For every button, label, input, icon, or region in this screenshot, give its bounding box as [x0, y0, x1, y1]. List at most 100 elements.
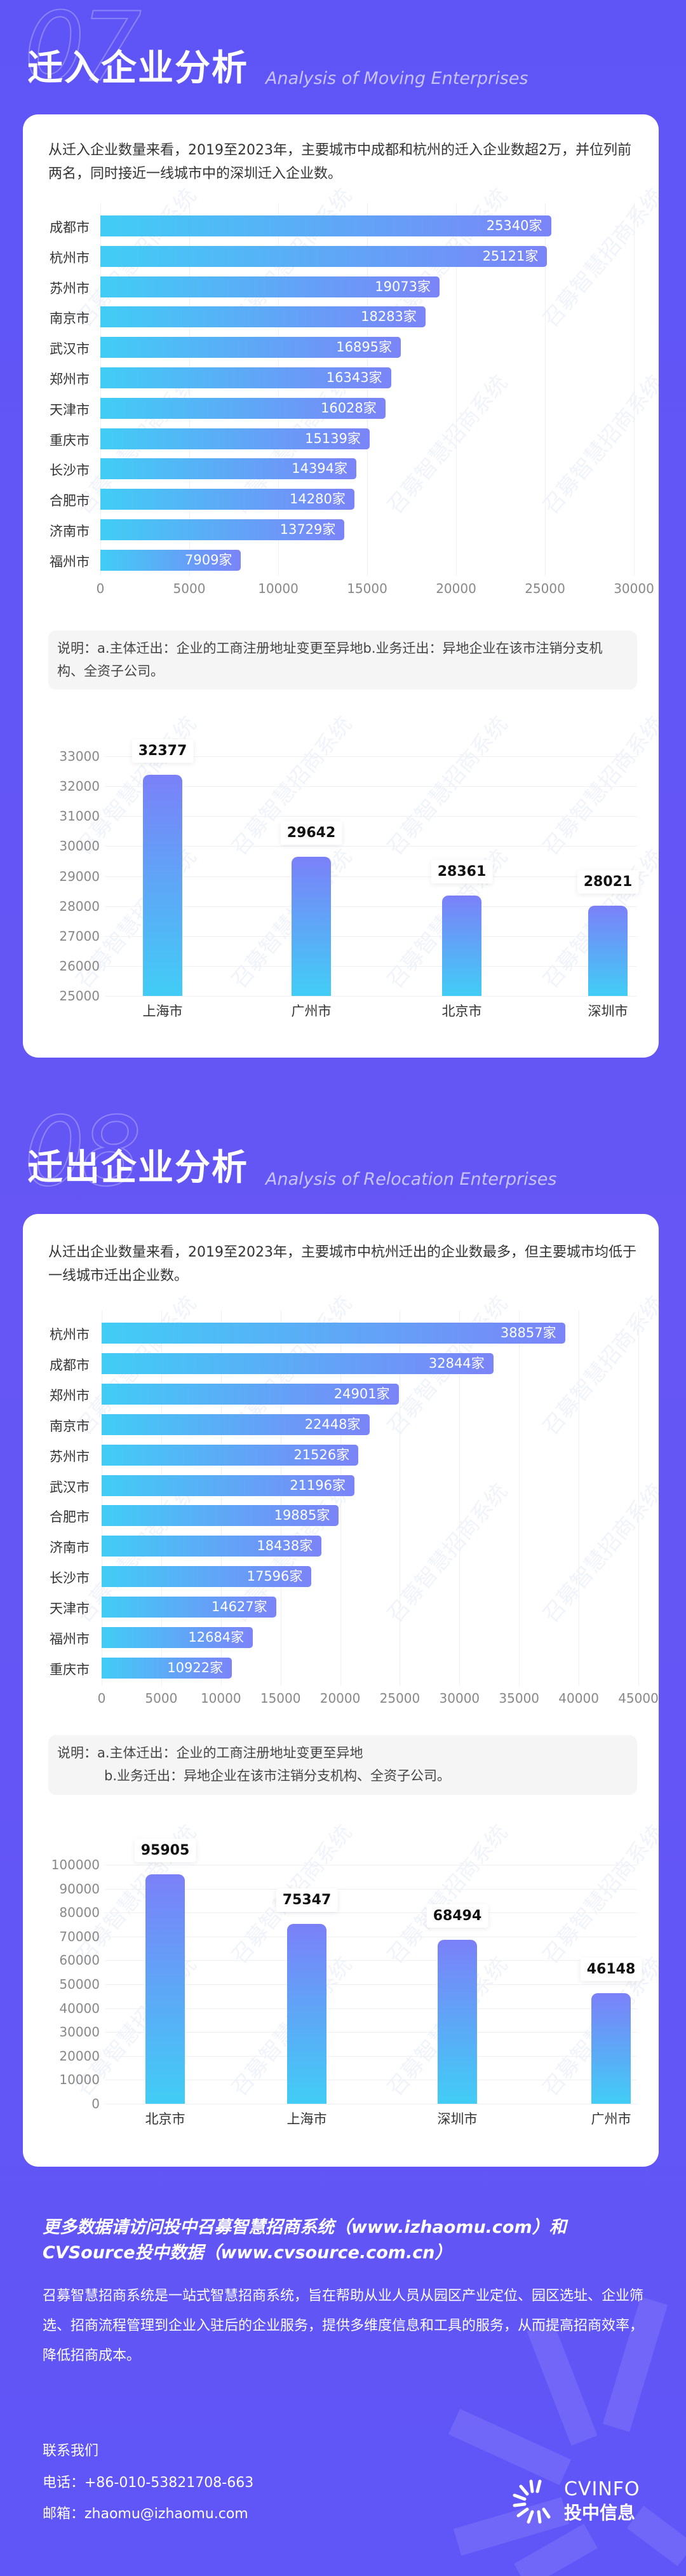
bar: 18438家	[102, 1536, 322, 1557]
bar: 14280家	[100, 489, 354, 510]
footer-headline: 更多数据请访问投中召募智慧招商系统（www.izhaomu.com）和 CVSo…	[43, 2215, 652, 2266]
category-label: 苏州市	[50, 1448, 90, 1464]
watermark-text: 召募智慧招商系统	[537, 370, 659, 519]
category-label: 郑州市	[50, 372, 90, 387]
section-number: 08	[24, 1097, 142, 1208]
gridline	[519, 1311, 520, 1686]
gridline	[105, 816, 637, 817]
bar-value-label: 68494	[426, 1904, 488, 1928]
category-label: 济南市	[50, 524, 90, 539]
x-tick-label: 10000	[258, 581, 299, 596]
gridline	[105, 906, 637, 907]
category-label: 苏州市	[50, 280, 90, 296]
section-number: 07	[24, 0, 142, 103]
bar-value-label: 19073家	[375, 278, 431, 294]
category-label: 杭州市	[50, 1327, 90, 1342]
watermark-text: 召募智慧招商系统	[537, 183, 659, 332]
summary-paragraph: 从迁出企业数量来看，2019至2023年，主要城市中杭州迁出的企业数最多，但主要…	[48, 1244, 636, 1284]
gridline	[105, 2055, 637, 2057]
x-tick-label: 20000	[436, 581, 476, 596]
logo-watermark-icon	[448, 2296, 686, 2576]
bar: 14627家	[102, 1597, 276, 1618]
bar-value-label: 29642	[280, 821, 342, 845]
y-tick-label: 26000	[59, 958, 100, 974]
watermark-text: 召募智慧招商系统	[537, 1291, 659, 1440]
bar-value-label: 75347	[276, 1888, 338, 1912]
bar-value-label: 16028家	[320, 400, 377, 416]
bar: 24901家	[102, 1383, 399, 1405]
bar	[287, 1923, 326, 2104]
bar	[292, 857, 331, 996]
bar-value-label: 14280家	[290, 491, 346, 507]
bar: 18283家	[100, 306, 426, 328]
bar-value-label: 32844家	[428, 1355, 485, 1371]
category-label: 重庆市	[50, 432, 90, 448]
y-tick-label: 10000	[59, 2072, 100, 2088]
bar-value-label: 14627家	[211, 1599, 267, 1615]
category-label: 上海市	[286, 2111, 327, 2127]
category-label: 成都市	[50, 220, 90, 235]
bar-value-label: 21526家	[293, 1447, 350, 1462]
category-label: 天津市	[50, 1601, 90, 1617]
note-line: b.业务迁出：异地企业在该市注销分支机构、全资子公司。	[104, 1768, 451, 1783]
category-label: 深圳市	[588, 1004, 628, 1019]
bar: 19885家	[102, 1505, 339, 1527]
gridline	[105, 756, 637, 757]
category-label: 合肥市	[50, 493, 90, 509]
cvinfo-logo-icon	[513, 2479, 551, 2524]
watermark-text: 召募智慧招商系统	[223, 841, 358, 993]
y-tick-label: 30000	[59, 2024, 100, 2040]
bar: 19073家	[100, 276, 440, 297]
bar	[438, 1940, 477, 2104]
category-label: 北京市	[145, 2111, 185, 2127]
x-tick-label: 35000	[499, 1691, 540, 1706]
category-label: 福州市	[50, 1632, 90, 1647]
y-tick-label: 90000	[59, 1881, 100, 1897]
category-label: 福州市	[50, 554, 90, 569]
x-tick-label: 5000	[173, 581, 206, 596]
gridline	[105, 1912, 637, 1914]
watermark-text: 召募智慧招商系统	[537, 1820, 659, 1969]
y-tick-label: 70000	[59, 1928, 100, 1944]
y-tick-label: 32000	[59, 779, 100, 794]
bar-value-label: 13729家	[279, 522, 336, 537]
bar: 25340家	[100, 215, 551, 236]
bar-value-label: 16343家	[326, 370, 382, 385]
category-label: 合肥市	[50, 1509, 90, 1525]
gridline	[105, 2008, 637, 2009]
gridline	[105, 876, 637, 877]
category-label: 武汉市	[50, 341, 90, 357]
gridline	[189, 203, 190, 576]
bar	[143, 775, 182, 996]
bar: 7909家	[100, 549, 241, 571]
bar-value-label: 18283家	[361, 309, 417, 325]
bar-value-label: 19885家	[274, 1508, 330, 1523]
bar-value-label: 15139家	[305, 430, 361, 446]
y-tick-label: 40000	[59, 2000, 100, 2016]
note-box: 说明：a.主体迁出：企业的工商注册地址变更至异地b.业务迁出：异地企业在该市注销…	[48, 630, 637, 690]
footer-headline-line: CVSource投中数据（www.cvsource.com.cn）	[43, 2243, 452, 2263]
bar-value-label: 24901家	[333, 1386, 390, 1401]
bar: 16028家	[100, 397, 386, 419]
bar-value-label: 38857家	[500, 1325, 556, 1340]
section-title-en: Analysis of Moving Enterprises	[266, 69, 528, 88]
bar-value-label: 21196家	[290, 1477, 346, 1493]
bar-value-label: 16895家	[336, 339, 393, 355]
bar-value-label: 32377	[131, 739, 194, 763]
x-tick-label: 25000	[379, 1691, 420, 1706]
gridline	[367, 203, 368, 576]
y-tick-label: 30000	[59, 838, 100, 854]
bar: 25121家	[100, 245, 548, 267]
bar-value-label: 10922家	[167, 1659, 224, 1675]
gridline	[105, 846, 637, 847]
y-tick-label: 27000	[59, 928, 100, 944]
category-label: 长沙市	[50, 463, 90, 479]
category-label: 杭州市	[50, 250, 90, 266]
bar: 16343家	[100, 367, 391, 388]
contact-email: 邮箱：zhaomu@izhaomu.com	[43, 2506, 248, 2522]
watermark-text: 召募智慧招商系统	[537, 711, 659, 861]
bar: 21526家	[102, 1444, 359, 1466]
note-box: 说明：a.主体迁出：企业的工商注册地址变更至异地 b.业务迁出：异地企业在该市注…	[48, 1735, 637, 1795]
x-tick-label: 0	[97, 1691, 106, 1706]
bar: 16895家	[100, 337, 401, 358]
